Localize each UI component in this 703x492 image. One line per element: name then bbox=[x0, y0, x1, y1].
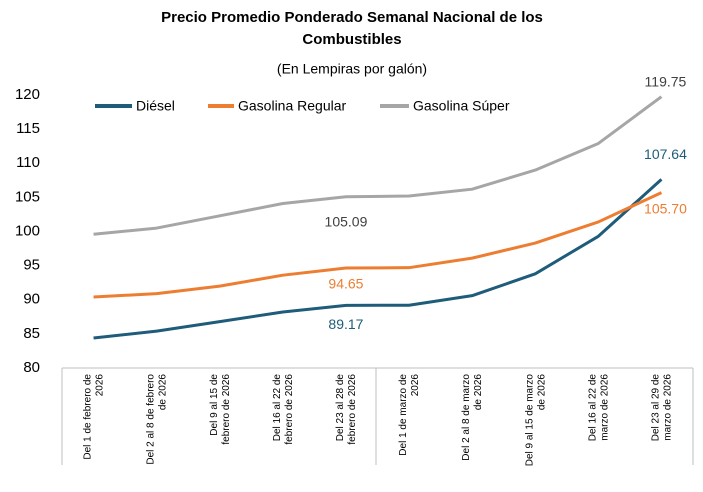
data-label: 94.65 bbox=[328, 276, 363, 292]
series-line bbox=[93, 178, 663, 340]
y-tick-label: 120 bbox=[15, 86, 40, 103]
x-tick-label: Del 23 al 28 defebrero de 2026 bbox=[335, 374, 358, 445]
series-line bbox=[93, 95, 663, 236]
data-label: 107.64 bbox=[644, 146, 687, 162]
y-tick-label: 115 bbox=[16, 120, 40, 137]
data-label: 119.75 bbox=[645, 73, 687, 89]
x-tick-label: Del 9 al 15 defebrero de 2026 bbox=[208, 374, 231, 445]
y-tick-label: 85 bbox=[23, 325, 40, 342]
x-tick-label: Del 1 de febrero de2026 bbox=[82, 374, 105, 460]
y-tick-label: 90 bbox=[23, 291, 40, 308]
y-tick-label: 105 bbox=[15, 188, 40, 205]
x-tick-label: Del 16 al 22 demarzo de 2026 bbox=[587, 374, 610, 442]
legend-label: Gasolina Súper bbox=[413, 98, 510, 114]
y-tick-label: 95 bbox=[23, 257, 40, 274]
x-tick-label: Del 16 al 22 defebrero de 2026 bbox=[271, 374, 294, 445]
x-tick-label: Del 23 al 29 demarzo de 2026 bbox=[650, 374, 673, 442]
series-line bbox=[93, 191, 663, 299]
data-label: 105.70 bbox=[644, 200, 687, 216]
data-label: 89.17 bbox=[328, 316, 363, 332]
y-tick-label: 110 bbox=[16, 154, 40, 171]
x-tick-label: Del 2 al 8 de marzode 2026 bbox=[461, 374, 484, 461]
x-tick-label: Del 9 al 15 de marzode 2026 bbox=[524, 374, 547, 467]
x-tick-label: Del 2 al 8 de febrerode 2026 bbox=[145, 374, 168, 465]
y-tick-label: 80 bbox=[23, 359, 40, 376]
data-label: 105.09 bbox=[325, 213, 368, 229]
x-tick-label: Del 1 de marzo de2026 bbox=[398, 374, 421, 456]
y-tick-label: 100 bbox=[15, 222, 40, 239]
chart-subtitle: (En Lempiras por galón) bbox=[277, 61, 427, 77]
legend-label: Diésel bbox=[136, 98, 175, 114]
chart-title: Precio Promedio Ponderado Semanal Nacion… bbox=[161, 9, 543, 48]
legend-label: Gasolina Regular bbox=[238, 98, 347, 114]
